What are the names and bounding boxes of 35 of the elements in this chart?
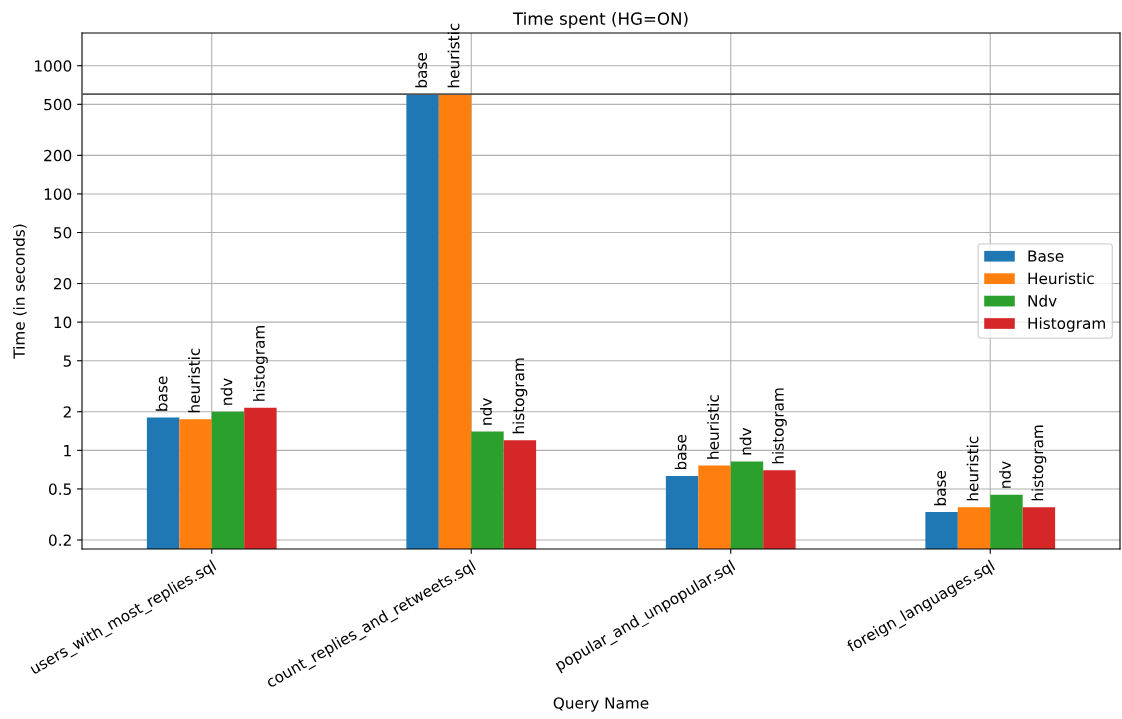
data-label: base <box>674 434 687 470</box>
y-tick-label: 1 <box>64 445 71 457</box>
y-tick-label: 2 <box>63 406 71 418</box>
data-label: ndv <box>999 461 1011 488</box>
data-label: base <box>934 470 947 506</box>
y-tick-label: 0.5 <box>48 483 71 495</box>
y-tick-label: 20 <box>53 278 72 290</box>
data-label: heuristic <box>188 348 200 413</box>
y-tick-label: 10 <box>54 316 72 329</box>
y-tick-label: 500 <box>44 98 72 111</box>
y-tick-label: 50 <box>54 226 72 239</box>
y-tick-label: 200 <box>44 149 72 162</box>
data-label: histogram <box>772 388 787 464</box>
data-label: histogram <box>253 326 268 401</box>
data-label: heuristic <box>966 436 979 501</box>
y-tick-label: 0.2 <box>48 534 71 546</box>
legend-label: Histogram <box>1028 317 1105 333</box>
x-axis-title: Query Name <box>553 697 649 712</box>
y-tick-label: 5 <box>63 355 71 367</box>
y-tick-label: 100 <box>44 188 72 200</box>
data-label: base <box>415 53 428 88</box>
chart-title: Time spent (HG=ON) <box>512 12 688 29</box>
legend-label: Base <box>1028 250 1064 262</box>
data-label: ndv <box>480 398 492 425</box>
data-label: heuristic <box>447 23 460 88</box>
y-tick-label: 1000 <box>35 60 72 72</box>
data-label: ndv <box>739 427 752 455</box>
data-label: base <box>155 376 168 411</box>
legend-label: Ndv <box>1028 294 1057 307</box>
y-axis-title: Time (in seconds) <box>13 224 27 359</box>
legend-label: Heuristic <box>1028 272 1094 285</box>
data-label: histogram <box>512 358 528 434</box>
data-label: ndv <box>220 378 233 405</box>
data-label: histogram <box>1031 425 1047 501</box>
data-label: heuristic <box>707 395 719 459</box>
